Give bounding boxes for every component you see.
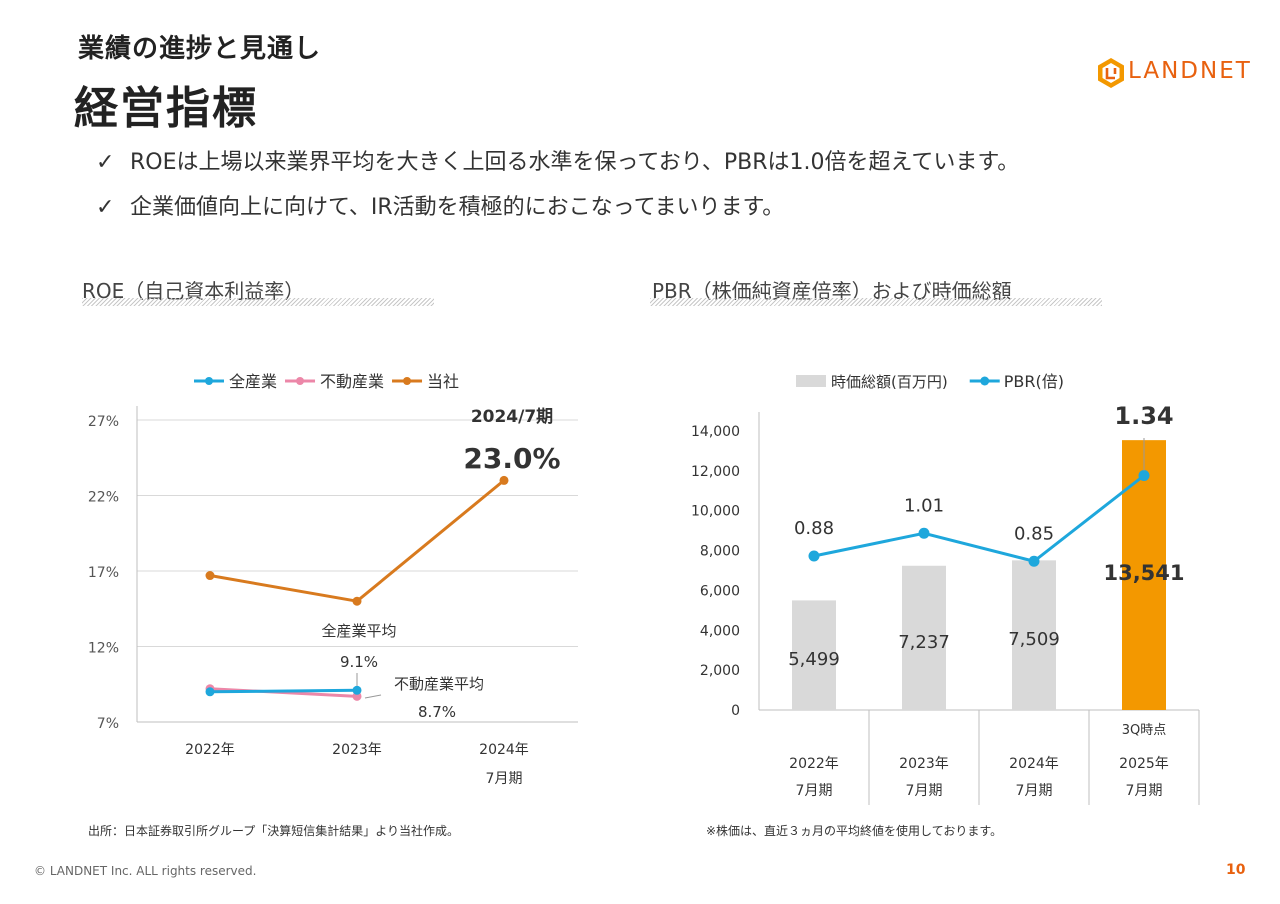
annotation-label: 不動産業平均 bbox=[394, 675, 484, 693]
legend-label: 不動産業 bbox=[320, 372, 384, 391]
y-tick-label: 2,000 bbox=[700, 663, 740, 679]
x-tick-label: 7月期 bbox=[796, 783, 833, 799]
line-label: 1.01 bbox=[904, 495, 944, 516]
roe-source-note: 出所：日本証券取引所グループ「決算短信集計結果」より当社作成。 bbox=[88, 824, 460, 838]
data-point bbox=[205, 687, 215, 697]
y-tick-label: 17% bbox=[88, 565, 119, 581]
legend-marker bbox=[296, 377, 305, 385]
data-point bbox=[1028, 555, 1040, 567]
bullet-text: 企業価値向上に向けて、IR活動を積極的におこなってまいります。 bbox=[130, 195, 785, 220]
legend-marker bbox=[205, 377, 213, 385]
check-icon: ✓ bbox=[96, 195, 115, 220]
legend-marker bbox=[403, 377, 412, 385]
page-number: 10 bbox=[1226, 862, 1246, 878]
y-tick-label: 7% bbox=[97, 716, 119, 732]
y-tick-label: 6,000 bbox=[700, 583, 740, 599]
y-tick-label: 14,000 bbox=[691, 424, 740, 440]
data-point bbox=[918, 527, 930, 539]
x-tick-label: 7月期 bbox=[486, 771, 523, 787]
bar-label: 5,499 bbox=[788, 649, 840, 670]
data-point bbox=[352, 596, 362, 606]
bar bbox=[1012, 560, 1056, 710]
page-subtitle: 業績の進捗と見通し bbox=[78, 34, 322, 64]
data-label: 23.0% bbox=[463, 442, 560, 475]
y-tick-label: 27% bbox=[88, 414, 119, 430]
page-title: 経営指標 bbox=[74, 83, 258, 134]
y-tick-label: 8,000 bbox=[700, 544, 740, 560]
x-tick-label: 2022年 bbox=[185, 742, 235, 758]
data-point bbox=[499, 475, 509, 485]
x-tick-label: 2023年 bbox=[899, 756, 949, 772]
data-point bbox=[352, 685, 362, 695]
logo-text: LANDNET bbox=[1128, 58, 1252, 84]
pbr-title-underline bbox=[650, 298, 1102, 306]
x-tick-label: 7月期 bbox=[1016, 783, 1053, 799]
legend-marker bbox=[980, 376, 990, 386]
highlight-period-label: 2024/7期 bbox=[471, 407, 553, 427]
bar bbox=[902, 565, 946, 710]
series-line bbox=[209, 688, 358, 694]
annotation-leader bbox=[364, 694, 382, 699]
bar-label: 7,237 bbox=[898, 632, 950, 653]
data-point bbox=[205, 571, 215, 581]
data-point bbox=[808, 550, 820, 562]
roe-title-underline bbox=[82, 298, 434, 306]
series-line bbox=[209, 479, 505, 603]
series-line bbox=[209, 687, 358, 698]
line-label: 1.34 bbox=[1114, 402, 1173, 430]
bar-label: 13,541 bbox=[1103, 561, 1184, 585]
legend-label: 時価総額(百万円) bbox=[831, 373, 948, 391]
bullet-item: ✓ ROEは上場以来業界平均を大きく上回る水準を保っており、PBRは1.0倍を超え… bbox=[96, 144, 1019, 176]
data-point bbox=[1138, 470, 1150, 481]
annotation-label: 全産業平均 bbox=[321, 622, 396, 640]
y-tick-label: 12% bbox=[88, 641, 119, 657]
bar bbox=[792, 600, 836, 710]
x-tick-label: 2025年 bbox=[1119, 756, 1169, 772]
x-tick-label: 2024年 bbox=[479, 742, 529, 758]
data-label: 9.1% bbox=[340, 653, 378, 671]
data-label: 8.7% bbox=[418, 703, 456, 721]
line-label: 0.85 bbox=[1014, 523, 1054, 544]
bullet-text: ROEは上場以来業界平均を大きく上回る水準を保っており、PBRは1.0倍を超えて… bbox=[130, 150, 1020, 175]
x-tick-note: 3Q時点 bbox=[1122, 723, 1167, 738]
landnet-logo-icon bbox=[1098, 58, 1124, 88]
roe-chart: 全産業 不動産業 当社 7% 12% 17% 22% 27% 2022年 2023年 2024年 7月… bbox=[88, 372, 578, 787]
legend-swatch bbox=[796, 375, 826, 387]
x-tick-label: 2024年 bbox=[1009, 756, 1059, 772]
pbr-price-note: ※株価は、直近３ヵ月の平均終値を使用しております。 bbox=[706, 824, 1003, 838]
company-logo: LANDNET bbox=[1096, 56, 1256, 90]
bar-label: 7,509 bbox=[1008, 629, 1060, 650]
series-line bbox=[813, 474, 1145, 563]
y-tick-label: 22% bbox=[88, 490, 119, 506]
x-tick-label: 7月期 bbox=[906, 783, 943, 799]
legend-label: 全産業 bbox=[229, 372, 277, 391]
y-tick-label: 10,000 bbox=[691, 504, 740, 520]
copyright: © LANDNET Inc. ALL rights reserved. bbox=[34, 864, 257, 878]
x-tick-label: 7月期 bbox=[1126, 783, 1163, 799]
y-tick-label: 12,000 bbox=[691, 464, 740, 480]
bullet-item: ✓ 企業価値向上に向けて、IR活動を積極的におこなってまいります。 bbox=[96, 189, 784, 221]
check-icon: ✓ bbox=[96, 150, 115, 175]
legend-label: PBR(倍) bbox=[1004, 372, 1064, 391]
legend-label: 当社 bbox=[427, 372, 459, 391]
line-label: 0.88 bbox=[794, 518, 834, 539]
y-tick-label: 0 bbox=[731, 703, 740, 719]
x-tick-label: 2022年 bbox=[789, 756, 839, 772]
x-tick-label: 2023年 bbox=[332, 742, 382, 758]
y-tick-label: 4,000 bbox=[700, 623, 740, 639]
pbr-chart: 時価総額(百万円) PBR(倍) 0 2,000 4,000 6,000 8,000 10,0… bbox=[691, 372, 1200, 805]
